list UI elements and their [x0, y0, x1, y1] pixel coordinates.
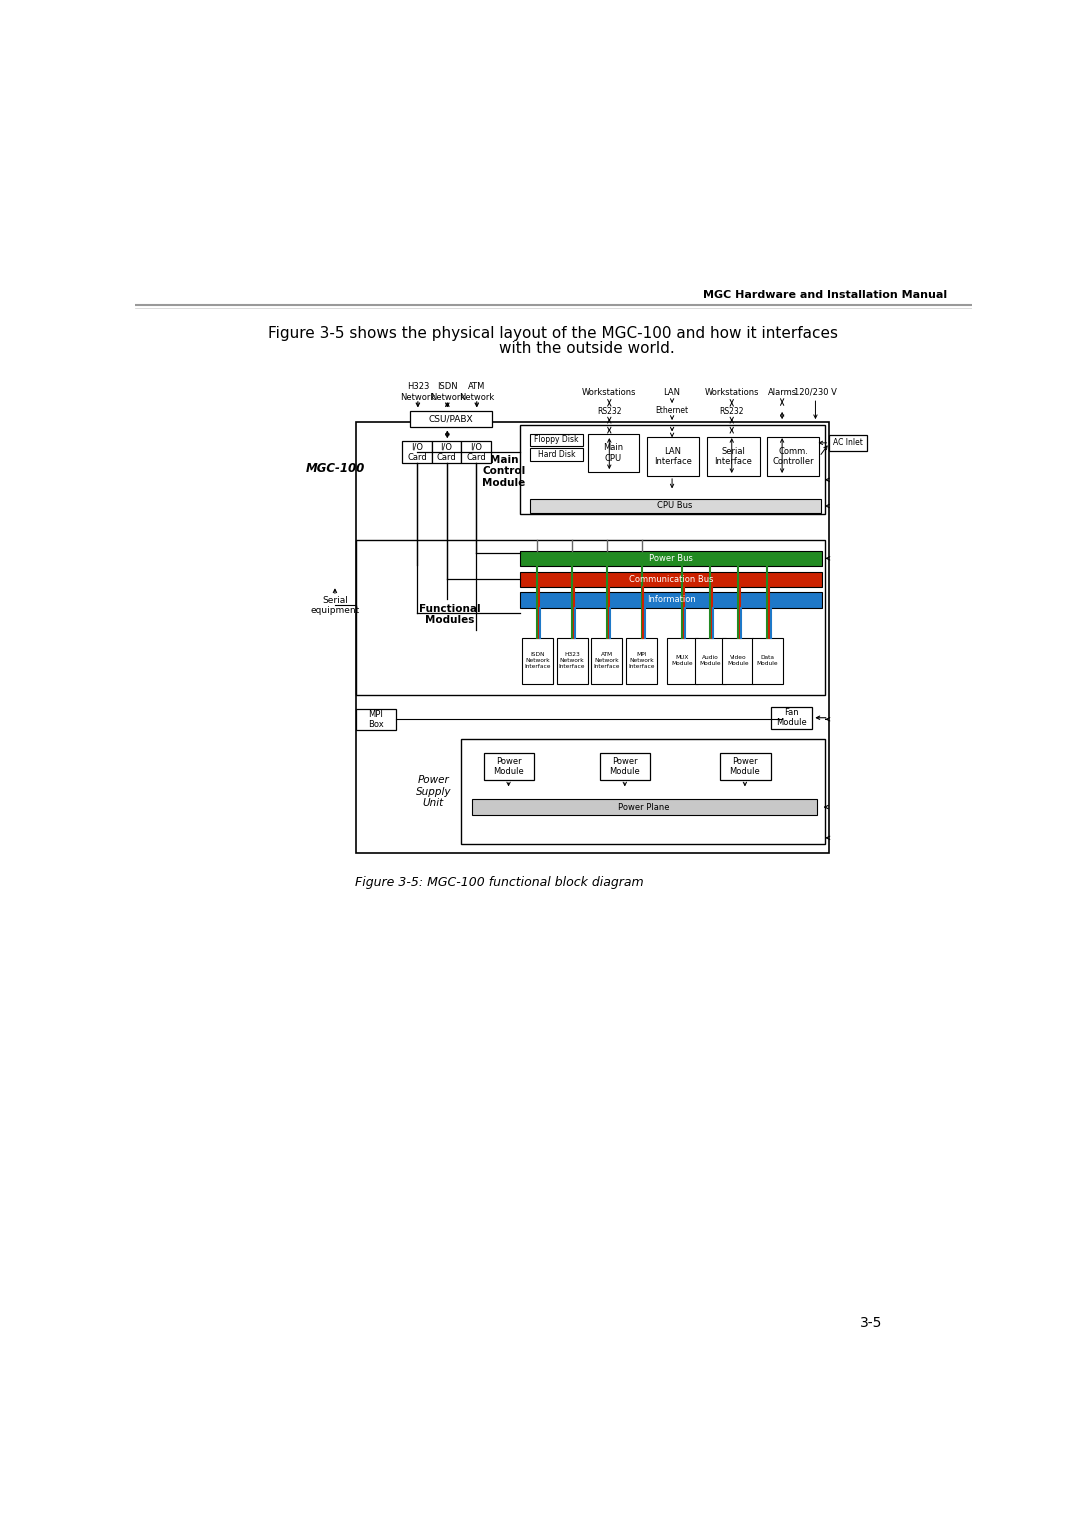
- Bar: [461, 442, 490, 463]
- Bar: [530, 500, 821, 513]
- Text: Power
Module: Power Module: [609, 756, 640, 776]
- Bar: [752, 637, 783, 685]
- Text: CPU Bus: CPU Bus: [658, 501, 693, 510]
- Text: Functional
Modules: Functional Modules: [419, 604, 481, 625]
- Text: LAN: LAN: [663, 388, 680, 397]
- Text: Video
Module: Video Module: [727, 656, 748, 666]
- Text: RS232: RS232: [597, 406, 622, 416]
- Text: Figure 3-5 shows the physical layout of the MGC-100 and how it interfaces: Figure 3-5 shows the physical layout of …: [269, 325, 838, 341]
- Text: Power
Supply
Unit: Power Supply Unit: [416, 775, 451, 808]
- Bar: [556, 637, 588, 685]
- Bar: [472, 799, 816, 814]
- Bar: [720, 753, 770, 781]
- Bar: [829, 435, 866, 451]
- Text: I/O
Card: I/O Card: [407, 443, 427, 461]
- Bar: [356, 709, 396, 730]
- Text: Serial
Interface: Serial Interface: [714, 448, 753, 466]
- Text: Communication Bus: Communication Bus: [629, 575, 714, 584]
- Text: Figure 3-5: MGC-100 functional block diagram: Figure 3-5: MGC-100 functional block dia…: [355, 876, 644, 889]
- Text: RS232: RS232: [719, 406, 744, 416]
- Bar: [723, 637, 754, 685]
- Text: CSU/PABX: CSU/PABX: [428, 414, 473, 423]
- Bar: [356, 539, 825, 695]
- Bar: [460, 740, 825, 843]
- Text: LAN
Interface: LAN Interface: [653, 448, 692, 466]
- Text: Information: Information: [647, 596, 696, 605]
- Text: Data
Module: Data Module: [757, 656, 779, 666]
- Text: ISDN
Network
Interface: ISDN Network Interface: [524, 652, 551, 669]
- Text: Alarms: Alarms: [768, 388, 797, 397]
- Text: Power Bus: Power Bus: [649, 553, 693, 562]
- Text: Power Plane: Power Plane: [619, 802, 670, 811]
- Bar: [530, 434, 583, 446]
- Bar: [410, 411, 491, 428]
- Text: Ethernet: Ethernet: [656, 406, 689, 416]
- Text: Serial
equipment: Serial equipment: [310, 596, 360, 614]
- Text: ATM
Network
Interface: ATM Network Interface: [594, 652, 620, 669]
- Text: Main
CPU: Main CPU: [603, 443, 623, 463]
- Text: Audio
Module: Audio Module: [699, 656, 720, 666]
- Bar: [403, 442, 432, 463]
- Text: I/O
Card: I/O Card: [436, 443, 457, 461]
- Text: H323
Network: H323 Network: [401, 382, 435, 402]
- Text: Floppy Disk: Floppy Disk: [535, 435, 579, 445]
- Text: MGC Hardware and Installation Manual: MGC Hardware and Installation Manual: [703, 290, 947, 299]
- Bar: [666, 637, 698, 685]
- Bar: [626, 637, 658, 685]
- Text: with the outside world.: with the outside world.: [499, 341, 675, 356]
- Bar: [592, 637, 622, 685]
- Bar: [530, 448, 583, 460]
- Bar: [522, 637, 553, 685]
- Bar: [589, 434, 638, 472]
- Bar: [521, 593, 823, 608]
- Bar: [770, 707, 812, 729]
- Bar: [521, 550, 823, 565]
- Text: ISDN
Network: ISDN Network: [430, 382, 465, 402]
- Text: I/O
Card: I/O Card: [467, 443, 486, 461]
- Text: 3-5: 3-5: [860, 1316, 882, 1329]
- Text: ATM
Network: ATM Network: [459, 382, 495, 402]
- Text: Power
Module: Power Module: [494, 756, 524, 776]
- Bar: [356, 422, 828, 853]
- Text: Comm.
Controller: Comm. Controller: [772, 448, 814, 466]
- Text: AC Inlet: AC Inlet: [833, 439, 863, 448]
- Text: MPI
Network
Interface: MPI Network Interface: [629, 652, 656, 669]
- Text: MPI
Box: MPI Box: [368, 709, 383, 729]
- Text: H323
Network
Interface: H323 Network Interface: [558, 652, 585, 669]
- Text: MUX
Module: MUX Module: [672, 656, 693, 666]
- Text: MGC-100: MGC-100: [306, 461, 365, 475]
- Bar: [767, 437, 820, 475]
- Bar: [647, 437, 699, 475]
- Bar: [432, 442, 461, 463]
- Bar: [521, 425, 825, 515]
- Text: Workstations: Workstations: [704, 388, 759, 397]
- Bar: [694, 637, 726, 685]
- Bar: [707, 437, 759, 475]
- Bar: [521, 571, 823, 587]
- Text: Hard Disk: Hard Disk: [538, 449, 576, 458]
- Text: Main
Control
Module: Main Control Module: [483, 455, 526, 487]
- Text: Fan
Module: Fan Module: [777, 707, 807, 727]
- Text: 120/230 V: 120/230 V: [794, 388, 837, 397]
- Bar: [484, 753, 535, 781]
- Bar: [600, 753, 650, 781]
- Text: Workstations: Workstations: [582, 388, 636, 397]
- Text: Power
Module: Power Module: [730, 756, 760, 776]
